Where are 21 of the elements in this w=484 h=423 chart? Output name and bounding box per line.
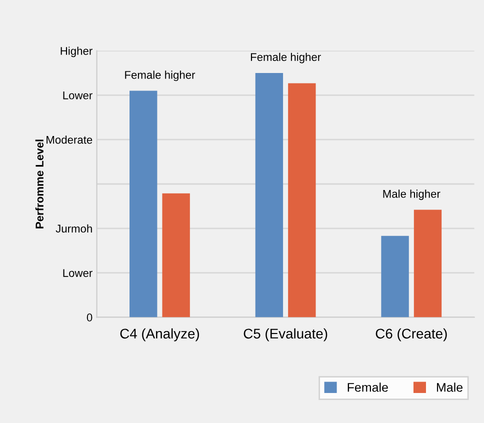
text: 0 <box>86 314 92 322</box>
annotation: Female higher <box>125 70 196 82</box>
bar <box>162 193 190 318</box>
bar <box>288 83 316 318</box>
text: Jurmoh <box>56 224 92 233</box>
text: Lower <box>63 269 92 277</box>
legend-label: Male <box>437 382 463 392</box>
bar <box>255 72 284 318</box>
bar <box>130 90 158 318</box>
text: Higher <box>60 46 92 58</box>
text: Lower <box>63 92 92 100</box>
x-tick-label: C4 (Analyze) <box>120 328 199 342</box>
y-axis-title: Perfromme Level <box>35 140 44 228</box>
legend-label: Female <box>348 382 388 392</box>
bar <box>414 210 442 318</box>
annotation: Male higher <box>383 190 440 200</box>
bar <box>381 236 409 318</box>
x-tick-label: C6 (Create) <box>376 328 447 342</box>
text: Female higher <box>250 52 321 64</box>
x-tick-label: C5 (Evaluate) <box>244 328 328 342</box>
text: Moderate <box>46 136 92 144</box>
